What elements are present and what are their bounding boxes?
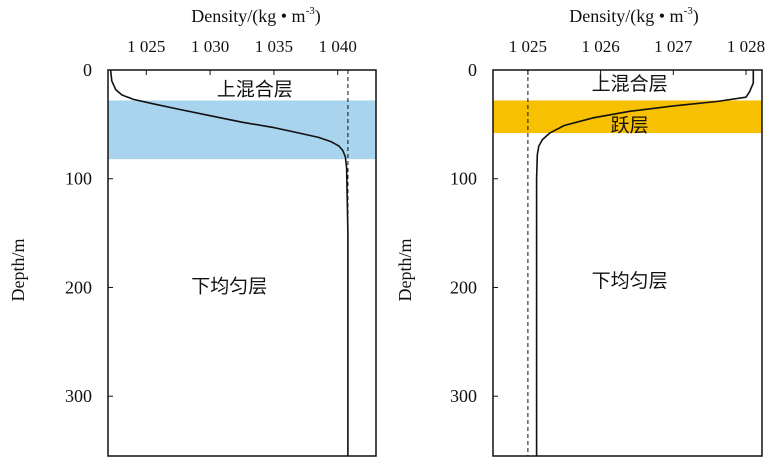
layer-annotation: 上混合层 [217,78,293,100]
y-tick-label: 0 [83,60,92,80]
x-tick-label: 1 027 [654,37,693,56]
x-tick-label: 1 035 [255,37,293,56]
y-tick-label: 300 [65,386,92,406]
y-axis-label: Depth/m [395,239,415,302]
y-tick-label: 0 [468,60,477,80]
layer-annotation: 下均匀层 [191,275,267,297]
density-curve [535,70,755,456]
chart-title: Density/(kg • m-3) [569,5,698,27]
layer-annotation: 下均匀层 [592,270,668,292]
layer-annotation: 上混合层 [592,73,668,95]
y-tick-label: 200 [65,277,92,297]
y-tick-label: 300 [450,386,477,406]
x-tick-label: 1 030 [191,37,229,56]
chart-title: Density/(kg • m-3) [191,5,320,27]
plot-frame [107,69,377,457]
x-tick-label: 1 025 [127,37,165,56]
layer-band [108,100,376,160]
y-tick-label: 100 [65,169,92,189]
density-curve [109,69,349,456]
y-axis-label: Depth/m [8,239,28,302]
plot-frame [492,69,763,457]
layer-band [493,100,762,134]
left-density-chart: Density/(kg • m-3) 1 025 1 030 1 035 1 040 0 1… [8,5,377,457]
x-tick-label: 1 040 [319,37,357,56]
y-tick-label: 100 [450,169,477,189]
y-tick-label: 200 [450,277,477,297]
right-density-chart: Density/(kg • m-3) 1 025 1 026 1 027 1 028 0 1… [389,0,778,472]
x-tick-label: 1 025 [509,37,547,56]
layer-annotation: 跃层 [611,114,649,136]
left-chart-svg: Density/(kg • m-3) 1 025 1 030 1 035 1 040 0 1… [8,5,377,457]
x-tick-label: 1 028 [727,37,765,56]
x-tick-label: 1 026 [581,37,619,56]
right-chart-svg: Density/(kg • m-3) 1 025 1 026 1 027 1 028 0 1… [395,5,765,457]
